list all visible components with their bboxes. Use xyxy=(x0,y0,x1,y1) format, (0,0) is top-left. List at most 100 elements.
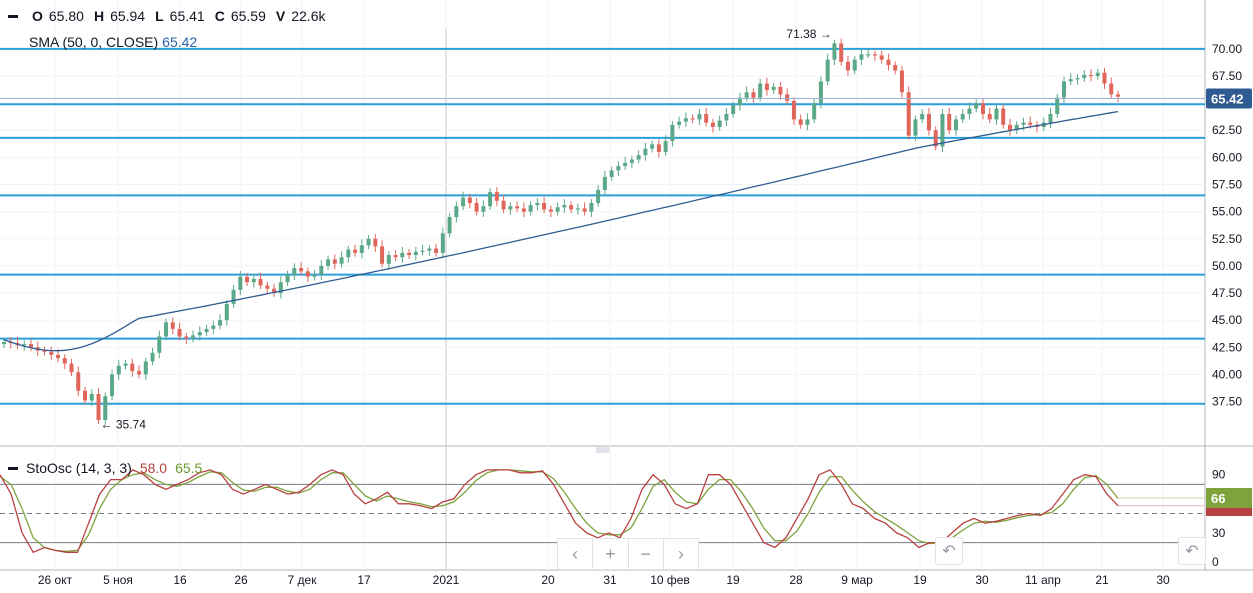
candle-body xyxy=(717,120,722,127)
candle-body xyxy=(589,202,594,212)
candle-body xyxy=(940,113,945,147)
candle-body xyxy=(164,322,169,337)
zoom-out-button[interactable]: − xyxy=(629,539,664,569)
candle-body xyxy=(515,206,520,209)
candle-body xyxy=(845,61,850,71)
candle-body xyxy=(447,217,452,234)
candle-body xyxy=(359,245,364,253)
candle-body xyxy=(535,202,540,206)
candle-body xyxy=(177,328,182,337)
candle-body xyxy=(454,206,459,218)
candle-body xyxy=(683,118,688,122)
candle-body xyxy=(710,122,715,127)
candle-body xyxy=(1082,74,1087,79)
candle-body xyxy=(798,119,803,125)
candle-body xyxy=(69,363,74,373)
candle-body xyxy=(116,365,121,375)
candle-body xyxy=(211,325,216,329)
candle-body xyxy=(596,189,601,203)
scroll-right-button[interactable]: › xyxy=(677,543,684,564)
volume-value: 22.6k xyxy=(291,8,326,24)
candle-body xyxy=(461,197,466,207)
stoch-tick-label: 90 xyxy=(1212,468,1226,482)
candle-body xyxy=(1048,113,1053,123)
candle-body xyxy=(353,249,358,253)
candle-body xyxy=(778,86,783,95)
chart-navigation: ‹ + − › xyxy=(557,538,699,570)
candle-body xyxy=(258,278,263,286)
candle-body xyxy=(899,70,904,93)
candle-body xyxy=(386,255,391,264)
zoom-in-button[interactable]: + xyxy=(593,539,629,569)
collapse-icon[interactable] xyxy=(8,14,18,18)
y-tick-label: 52.50 xyxy=(1212,232,1242,246)
candle-body xyxy=(292,268,297,275)
price-tag-text: 65.42 xyxy=(1211,92,1244,107)
candle-body xyxy=(224,303,229,321)
close-value: 65.59 xyxy=(230,8,266,24)
reset-scale-icon[interactable]: ↶ xyxy=(1178,537,1206,565)
candle-body xyxy=(285,274,290,283)
low-value: 65.41 xyxy=(169,8,205,24)
candle-body xyxy=(170,322,175,329)
candle-body xyxy=(130,363,135,372)
candle-body xyxy=(893,65,898,71)
reset-icon[interactable]: ↶ xyxy=(935,537,963,565)
candle-body xyxy=(866,54,871,56)
candle-body xyxy=(758,83,763,98)
candle-body xyxy=(825,59,830,82)
y-tick-label: 40.00 xyxy=(1212,367,1242,381)
sma-legend[interactable]: SMA (50, 0, CLOSE) 65.42 xyxy=(29,34,197,50)
candle-body xyxy=(332,259,337,264)
x-tick-label: 19 xyxy=(726,573,740,587)
open-value: 65.80 xyxy=(48,8,84,24)
candle-body xyxy=(582,208,587,212)
candle-body xyxy=(380,246,385,264)
candle-body xyxy=(704,113,709,123)
high-value: 65.94 xyxy=(110,8,146,24)
x-tick-label: 10 фев xyxy=(650,573,690,587)
candle-body xyxy=(420,250,425,252)
candle-body xyxy=(1001,108,1006,125)
candle-body xyxy=(785,94,790,101)
candle-body xyxy=(555,207,560,212)
scroll-left-button[interactable]: ‹ xyxy=(558,539,594,569)
candle-body xyxy=(967,108,972,114)
candle-body xyxy=(1095,72,1100,76)
candle-body xyxy=(609,170,614,177)
candle-body xyxy=(231,289,236,304)
candle-body xyxy=(697,113,702,120)
stoch-legend[interactable]: StoOsc (14, 3, 3) 58.0 65.5 xyxy=(8,460,202,476)
candle-body xyxy=(724,113,729,121)
stoch-label: StoOsc (14, 3, 3) xyxy=(26,460,132,476)
candle-body xyxy=(548,209,553,212)
stoch-d-line xyxy=(0,469,1119,552)
y-tick-label: 45.00 xyxy=(1212,313,1242,327)
stoch-k-tag xyxy=(1206,507,1252,516)
candle-body xyxy=(920,113,925,120)
candle-body xyxy=(879,55,884,60)
stoch-d-tag xyxy=(1206,487,1252,508)
stoch-tag-text: 66 xyxy=(1211,491,1225,506)
x-tick-label: 2021 xyxy=(433,573,460,587)
candle-body xyxy=(791,100,796,120)
stoch-tick-label: 30 xyxy=(1212,526,1226,540)
candle-body xyxy=(56,354,61,359)
candle-body xyxy=(947,113,952,131)
candle-body xyxy=(953,119,958,131)
candle-body xyxy=(508,206,513,210)
candle-body xyxy=(521,208,526,212)
sma-label: SMA (50, 0, CLOSE) xyxy=(29,34,159,50)
candle-body xyxy=(110,374,115,397)
y-tick-label: 60.00 xyxy=(1212,150,1242,164)
x-tick-label: 30 xyxy=(975,573,989,587)
stoch-collapse-icon[interactable] xyxy=(8,466,18,470)
candle-body xyxy=(238,276,243,290)
candle-body xyxy=(744,92,749,98)
y-tick-label: 70.00 xyxy=(1212,42,1242,56)
candle-body xyxy=(373,238,378,247)
candle-body xyxy=(265,285,270,289)
y-tick-label: 42.50 xyxy=(1212,340,1242,354)
x-tick-label: 20 xyxy=(541,573,555,587)
